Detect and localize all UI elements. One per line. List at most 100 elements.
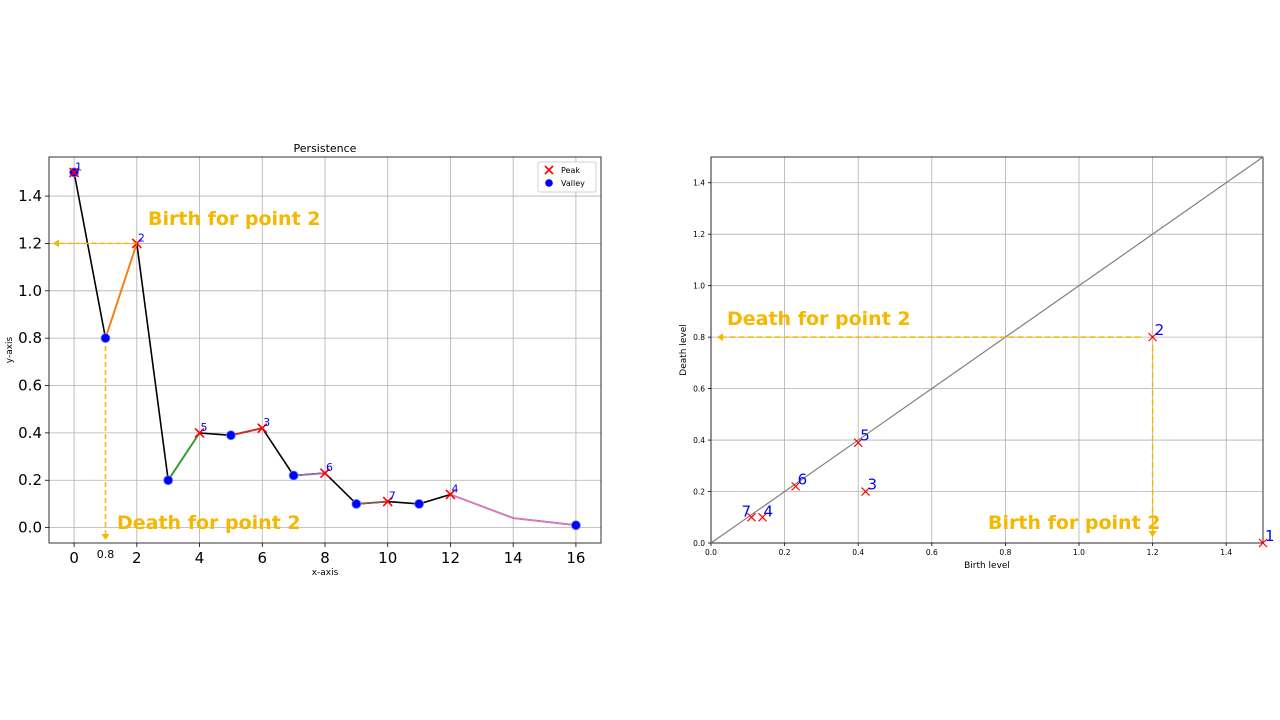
y-tick-label: 0.8 <box>18 329 42 347</box>
markers: 1 2 3 4 5 6 7 <box>741 321 1275 548</box>
x-axis-label: Birth level <box>964 561 1010 571</box>
legend-label: Valley <box>561 179 585 188</box>
highlight-segment <box>293 472 326 477</box>
plot-frame <box>710 156 1264 544</box>
arrow-head <box>53 239 59 248</box>
diagonal <box>710 156 1264 544</box>
annotation-text: Birth for point 2 <box>148 208 321 230</box>
y-tick-label: 0.6 <box>18 377 42 395</box>
peak-point <box>194 427 205 438</box>
y-tick-label: 0.2 <box>18 471 42 489</box>
annotations: Death for point 2 Birth for point 2 <box>717 308 1161 537</box>
point-label: 7 <box>741 502 751 520</box>
arrow-head <box>1148 531 1157 537</box>
annotation-text: Birth for point 2 <box>988 512 1161 534</box>
highlight-segment <box>356 500 388 505</box>
highlight-segment <box>230 427 263 437</box>
x-tick-label: 1.2 <box>1147 548 1159 557</box>
x-axis-label: x-axis <box>312 568 339 578</box>
y-tick-label: 0.8 <box>693 333 705 342</box>
x-tick-label: 14 <box>504 549 523 567</box>
x-tick-label: 10 <box>378 549 397 567</box>
highlight-segment <box>104 243 138 339</box>
x-tick-label: 1.0 <box>1073 548 1085 557</box>
y-tick-label: 1.2 <box>693 230 705 239</box>
y-tick-label: 1.4 <box>18 187 42 205</box>
x-tick-label: 0 <box>69 549 79 567</box>
valley-point <box>571 520 581 531</box>
peak-label: 5 <box>201 421 208 434</box>
valley-point <box>414 499 424 509</box>
highlight-segment <box>513 517 577 527</box>
y-tick-label: 1.0 <box>18 282 42 300</box>
chart-title: Persistence <box>294 142 357 155</box>
diagonal-line <box>710 156 1264 544</box>
ticks: 0.0 0.2 0.4 0.6 0.8 1.0 1.2 1.4 0.0 0.2 0.4 0.6 0.8 1… <box>693 179 1232 557</box>
highlight-segment <box>450 493 514 519</box>
x-tick-label: 0.2 <box>779 548 791 557</box>
diagram-point <box>791 481 801 491</box>
diagram-point <box>758 512 767 522</box>
grid <box>48 156 602 544</box>
x-tick-label: 1.4 <box>1220 548 1232 557</box>
legend-valley-marker <box>545 179 553 187</box>
valley-point <box>226 430 236 441</box>
annotations: Birth for point 2 Death for point 2 <box>53 208 321 540</box>
point-label: 3 <box>868 476 878 494</box>
y-axis-label: Death level <box>679 324 689 375</box>
legend: Peak Valley <box>537 161 597 193</box>
x-tick-label: 0.8 <box>999 548 1011 557</box>
point-label: 6 <box>798 470 808 488</box>
valley-point <box>163 475 174 486</box>
x-tick-label: 2 <box>132 549 142 567</box>
legend-peak-marker <box>544 165 554 175</box>
legend-box <box>537 161 597 193</box>
legend-label: Peak <box>561 166 580 175</box>
y-tick-label: 0.0 <box>693 539 705 548</box>
x-tick-label: 8 <box>320 549 330 567</box>
peak-point <box>257 423 268 434</box>
plot-area <box>711 157 1263 543</box>
x-tick-label: 0.0 <box>705 548 717 557</box>
y-tick-label: 0.4 <box>693 436 705 445</box>
peak-label: 6 <box>326 461 333 474</box>
y-tick-label: 0.4 <box>18 424 42 442</box>
x-tick-label: 16 <box>566 549 585 567</box>
y-tick-label: 0.6 <box>693 385 705 394</box>
peak-label: 3 <box>263 416 270 429</box>
diagram-point <box>1258 538 1268 548</box>
extra-tick-label: 0.8 <box>97 548 115 561</box>
diagram-point <box>853 438 863 448</box>
diagram-point <box>861 487 870 496</box>
peak-point <box>445 489 456 500</box>
x-tick-label: 0.6 <box>926 548 938 557</box>
peak-point <box>69 167 80 178</box>
x-tick-label: 4 <box>195 549 205 567</box>
ticks: 0 2 4 6 8 10 12 14 16 0.0 0.2 0.4 0.6 0.8 1.0 1.2 1.4 0.8 <box>18 187 585 567</box>
point-label: 1 <box>1265 527 1275 545</box>
persistence-line-chart: Persistence x-axis y-axis 0 2 4 6 8 10 12 14 160… <box>5 142 602 578</box>
valley-point <box>351 499 362 509</box>
point-label: 5 <box>860 427 870 445</box>
point-label: 4 <box>764 502 774 520</box>
y-tick-label: 0.2 <box>693 488 705 497</box>
arrow-head <box>717 333 723 342</box>
valley-point <box>288 470 299 481</box>
annotation-text: Death for point 2 <box>117 512 301 534</box>
x-tick-label: 6 <box>257 549 267 567</box>
grid <box>710 156 1264 544</box>
y-tick-label: 0.0 <box>18 519 42 537</box>
valley-point <box>100 333 111 344</box>
x-tick-label: 0.4 <box>852 548 864 557</box>
peak-label: 4 <box>451 482 458 495</box>
peak-label: 2 <box>138 231 145 244</box>
annotation-text: Death for point 2 <box>727 308 911 330</box>
y-tick-label: 1.4 <box>693 179 705 188</box>
peak-label: 7 <box>389 490 396 503</box>
y-tick-label: 1.0 <box>693 282 705 291</box>
peak-point <box>319 468 331 479</box>
y-tick-label: 1.2 <box>18 234 42 252</box>
x-tick-label: 12 <box>441 549 460 567</box>
peak-point <box>382 496 393 507</box>
peak-label: 1 <box>75 160 82 173</box>
